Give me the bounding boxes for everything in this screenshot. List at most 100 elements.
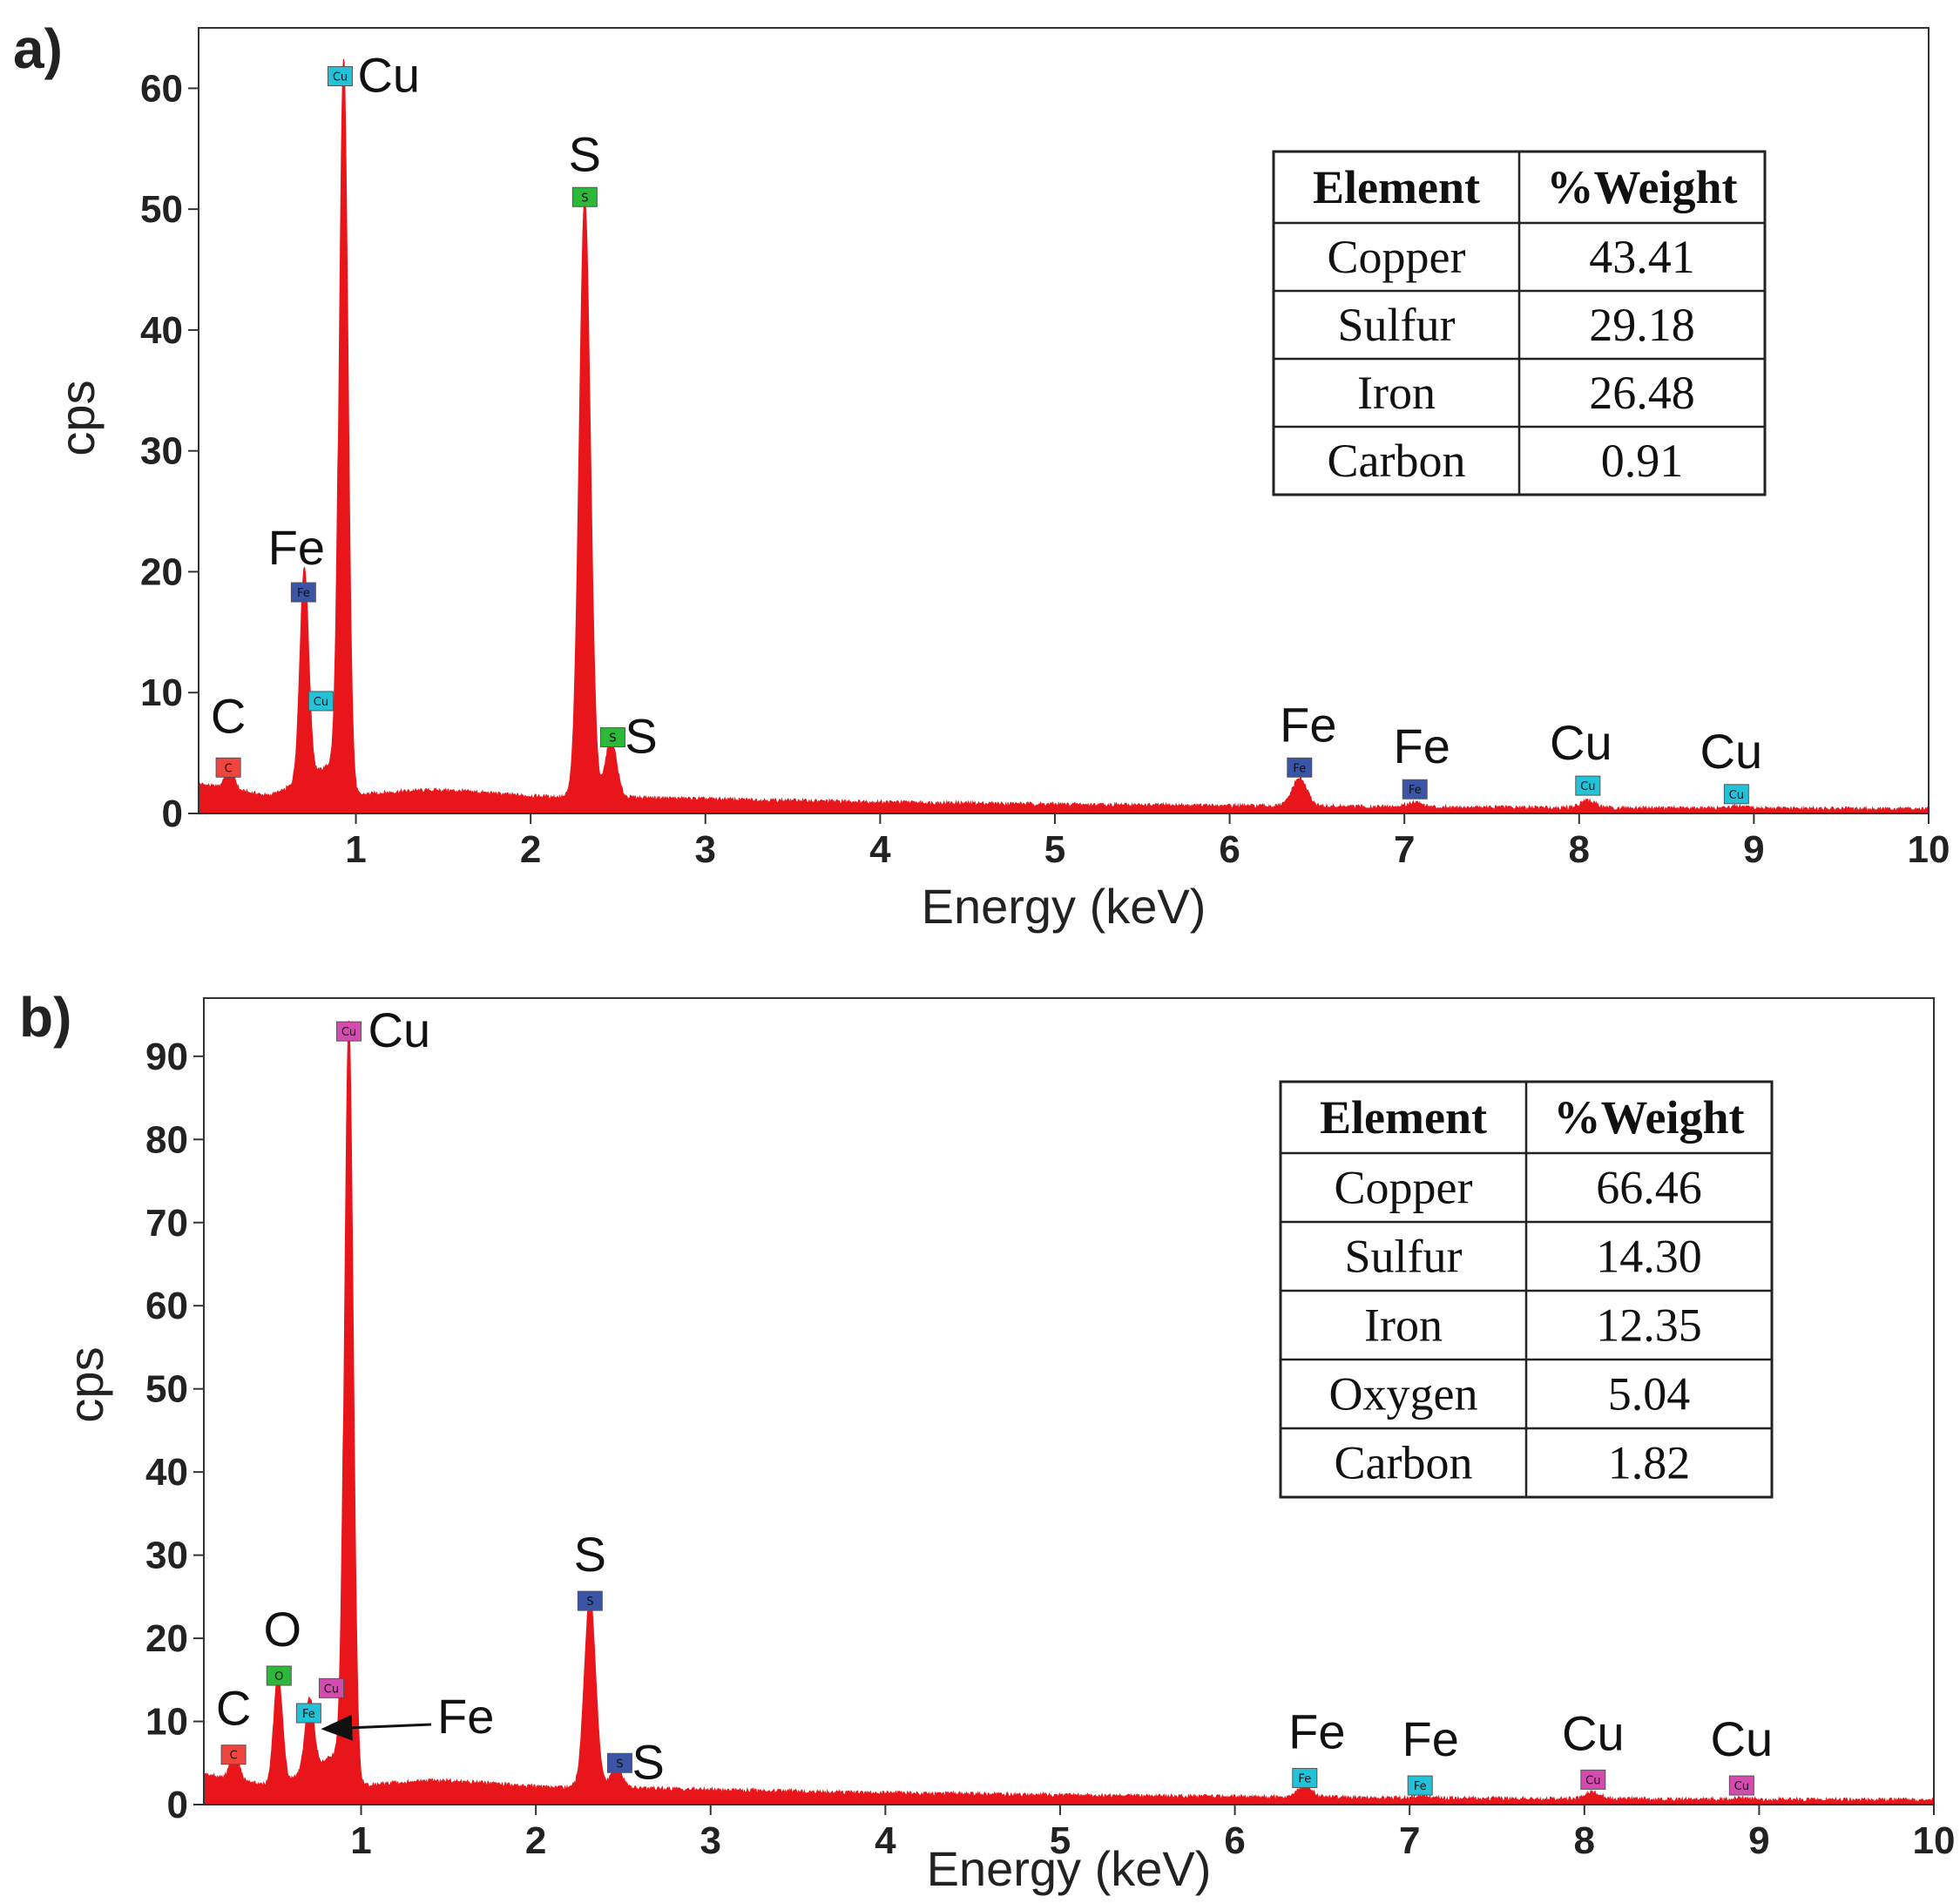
table-element-cell: Carbon <box>1335 1437 1473 1489</box>
table-weight-cell: 5.04 <box>1608 1368 1691 1421</box>
marker-box <box>336 1021 362 1042</box>
marker-text: S <box>581 192 588 205</box>
peak-label: Cu <box>1562 1705 1625 1760</box>
y-tick-label: 20 <box>140 550 183 593</box>
peak-label: S <box>569 126 601 181</box>
marker-text: Fe <box>1298 1772 1311 1785</box>
element-marker: Cu <box>1723 784 1749 805</box>
element-marker: Fe <box>290 582 316 603</box>
element-marker: S <box>571 186 598 207</box>
y-tick-label: 60 <box>140 67 183 110</box>
x-tick-label: 10 <box>1908 828 1950 871</box>
peak-label: Fe <box>1280 697 1336 752</box>
panel-label: b) <box>19 986 71 1049</box>
peak-label: Cu <box>1711 1711 1774 1766</box>
y-tick-label: 50 <box>145 1368 188 1411</box>
x-tick-label: 2 <box>525 1819 546 1862</box>
element-marker: O <box>266 1665 292 1686</box>
y-tick-label: 20 <box>145 1617 188 1660</box>
x-tick-label: 5 <box>1044 828 1065 871</box>
marker-text: S <box>609 732 616 746</box>
table-element-cell: Sulfur <box>1345 1231 1463 1283</box>
peak-label: C <box>211 688 246 743</box>
marker-text: Fe <box>297 587 310 600</box>
y-tick-label: 0 <box>162 793 183 835</box>
element-marker: Fe <box>1287 757 1313 778</box>
element-marker: S <box>599 727 625 748</box>
x-tick-label: 5 <box>1050 1819 1071 1862</box>
x-tick-label: 6 <box>1224 1819 1245 1862</box>
element-marker: Cu <box>1728 1775 1754 1796</box>
x-tick-label: 2 <box>520 828 541 871</box>
marker-box <box>1575 775 1601 796</box>
marker-text: S <box>616 1758 623 1771</box>
table-element-cell: Iron <box>1364 1299 1443 1352</box>
peak-label: C <box>216 1681 251 1736</box>
element-marker: Fe <box>1407 1775 1433 1796</box>
marker-text: Fe <box>1414 1780 1427 1793</box>
marker-text: Fe <box>1293 762 1306 775</box>
table-element-cell: Copper <box>1335 1162 1473 1214</box>
marker-text: Cu <box>314 696 328 709</box>
spectrum-area <box>203 1020 1935 1805</box>
marker-box <box>1407 1775 1433 1796</box>
fe-arrow <box>321 1714 432 1741</box>
marker-text: Cu <box>1580 780 1595 793</box>
marker-text: Cu <box>1585 1774 1600 1787</box>
marker-box <box>1580 1769 1606 1790</box>
x-tick-label: 6 <box>1219 828 1240 871</box>
y-tick-label: 10 <box>145 1701 188 1744</box>
marker-box <box>295 1703 321 1724</box>
element-marker: Cu <box>327 66 353 87</box>
element-marker: S <box>606 1752 632 1773</box>
marker-box <box>1402 779 1428 800</box>
plot-frame <box>203 997 1935 1805</box>
eds-spectrum-a: a) 1 2 3 4 5 6 7 8 9 10 0 10 20 30 40 50 60 Energy (keV) cp… <box>13 17 1950 934</box>
table-weight-cell: 43.41 <box>1589 231 1695 283</box>
x-axis-title: Energy (keV) <box>927 1841 1212 1896</box>
eds-spectrum-b: b) 1 2 3 4 5 6 7 8 9 10 0 10 20 30 40 50 60 70 80 90 Energy (… <box>19 986 1955 1896</box>
marker-box <box>290 582 316 603</box>
table-weight-cell: 12.35 <box>1596 1299 1702 1352</box>
peak-label: O <box>263 1602 301 1657</box>
y-tick-label: 30 <box>145 1535 188 1577</box>
table-header: %Weight <box>1553 1091 1744 1144</box>
marker-box <box>606 1752 632 1773</box>
marker-text: C <box>225 762 233 775</box>
spectrum-area <box>198 58 1930 814</box>
element-marker: S <box>577 1590 603 1611</box>
peak-label: Cu <box>368 1002 431 1057</box>
y-axis-title: cps <box>58 1346 113 1422</box>
x-tick-label: 9 <box>1743 828 1764 871</box>
y-tick-label: 10 <box>140 671 183 714</box>
element-marker: C <box>220 1744 247 1765</box>
marker-text: Fe <box>1409 784 1422 797</box>
x-tick-label: 9 <box>1748 1819 1769 1862</box>
element-marker: Cu <box>318 1677 344 1698</box>
marker-box <box>571 186 598 207</box>
marker-box <box>266 1665 292 1686</box>
x-axis-title: Energy (keV) <box>922 879 1206 934</box>
x-tick-label: 7 <box>1394 828 1415 871</box>
peak-label: S <box>574 1527 606 1582</box>
marker-box <box>1723 784 1749 805</box>
marker-text: Cu <box>324 1683 339 1696</box>
y-tick-label: 70 <box>145 1202 188 1245</box>
element-marker: C <box>215 757 241 778</box>
marker-text: O <box>274 1670 283 1684</box>
composition-table: Element %Weight Copper 66.46 Sulfur 14.30 Iron… <box>1279 1080 1774 1499</box>
marker-text: Cu <box>333 71 348 84</box>
peak-label: Cu <box>1550 715 1612 770</box>
marker-box <box>215 757 241 778</box>
peak-label: Fe <box>268 520 325 575</box>
x-tick-label: 8 <box>1569 828 1590 871</box>
marker-box <box>308 691 334 712</box>
composition-table: Element %Weight Copper 43.41 Sulfur 29.18 Iron… <box>1272 150 1767 496</box>
peak-label: Fe <box>1402 1711 1459 1766</box>
marker-text: Cu <box>1729 789 1744 802</box>
table-header: Element <box>1313 161 1480 213</box>
x-tick-label: 7 <box>1399 1819 1420 1862</box>
table-weight-cell: 0.91 <box>1601 435 1684 487</box>
marker-box <box>577 1590 603 1611</box>
x-tick-label: 3 <box>700 1819 721 1862</box>
